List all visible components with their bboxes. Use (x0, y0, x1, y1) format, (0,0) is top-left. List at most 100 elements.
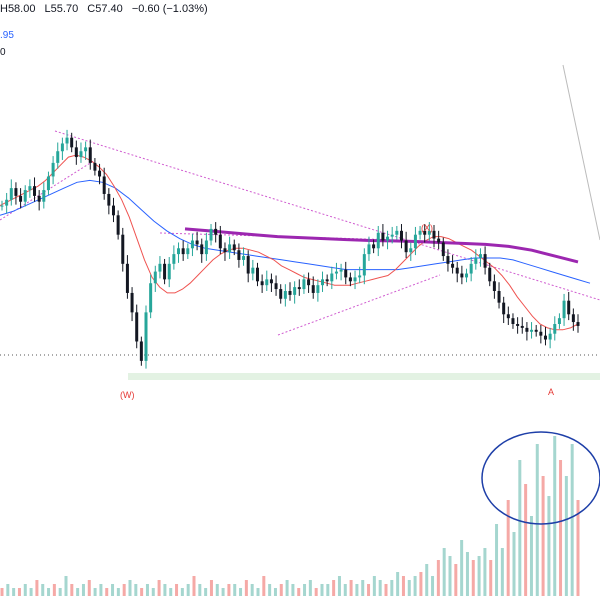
volume-bar (6, 584, 10, 596)
volume-bar (396, 572, 400, 596)
candle-body (483, 254, 487, 268)
volume-bar (413, 576, 417, 596)
candle (548, 327, 552, 349)
volume-bar (140, 588, 144, 596)
candle (293, 281, 297, 304)
volume-bar (163, 584, 167, 596)
volume-bar (303, 584, 307, 596)
candle-body (255, 267, 259, 282)
candle-body (251, 267, 255, 274)
candle (404, 231, 408, 258)
candle-body (348, 277, 352, 282)
volume-bar (134, 584, 138, 596)
candle (144, 305, 148, 369)
candle (469, 257, 473, 282)
volume-bar (436, 560, 440, 596)
volume-bar (87, 580, 91, 596)
candle-body (60, 143, 64, 152)
candle (116, 210, 120, 240)
candle (283, 284, 287, 307)
volume-bar (524, 484, 528, 596)
candle (399, 224, 403, 249)
candle-body (0, 205, 4, 207)
candle (42, 182, 46, 209)
candle-body (362, 254, 366, 276)
volume-bar (431, 576, 435, 596)
candle (200, 238, 204, 263)
volume-bar (180, 588, 184, 596)
candle (483, 246, 487, 275)
volume-bar (570, 444, 574, 596)
candle (418, 225, 422, 240)
candle-body (56, 151, 60, 163)
candle (102, 167, 106, 200)
candle (474, 249, 478, 270)
candle (427, 222, 431, 241)
candle-body (478, 254, 482, 258)
volume-bar (541, 476, 545, 596)
candle (279, 284, 283, 304)
high-value: H58.00 (0, 3, 36, 15)
volume-bar (372, 576, 376, 596)
candle (111, 197, 115, 223)
candle-body (502, 302, 506, 315)
candle-body (28, 186, 32, 191)
candle (167, 257, 171, 288)
volume-bar (326, 584, 330, 596)
candle (70, 132, 74, 153)
candle-body (46, 176, 50, 191)
volume-bar (76, 588, 80, 596)
volume-bar (518, 460, 522, 596)
volume-bar (355, 584, 359, 596)
volume-bars (0, 436, 580, 596)
volume-bar (454, 564, 458, 596)
candle (362, 248, 366, 285)
candle-body (125, 263, 129, 293)
candle-body (228, 244, 232, 253)
candle-body (135, 312, 139, 342)
volume-bar (308, 580, 312, 596)
volume-bar (122, 584, 126, 596)
candle (172, 245, 176, 270)
candle (135, 304, 139, 349)
candle-body (288, 291, 292, 295)
volume-bar (465, 552, 469, 596)
candle (516, 317, 520, 334)
low-value: L55.70 (44, 3, 79, 15)
candle (195, 231, 199, 251)
candle-body (51, 162, 55, 177)
candle-body (223, 248, 227, 253)
candle (413, 226, 417, 256)
volume-bar (250, 584, 254, 596)
candle (14, 182, 18, 205)
volume-bar (233, 584, 237, 596)
volume-bar (186, 584, 190, 596)
candle (330, 266, 334, 290)
candle (125, 255, 129, 299)
candle-body (474, 258, 478, 264)
candle (344, 261, 348, 285)
candle-body (5, 199, 9, 206)
candle-body (88, 147, 92, 163)
volume-bar (128, 580, 132, 596)
candle (190, 233, 194, 257)
volume-bar (401, 576, 405, 596)
volume-bar (169, 588, 173, 596)
candle-body (218, 234, 222, 249)
candle (446, 249, 450, 272)
volume-bar (343, 584, 347, 596)
candle (177, 242, 181, 263)
candle (437, 230, 441, 250)
candle-body (353, 277, 357, 282)
volume-bar (529, 516, 533, 596)
candle-body (386, 236, 390, 241)
volume-bar (209, 580, 213, 596)
candle-body (330, 273, 334, 282)
volume-bar (81, 584, 85, 596)
candle (246, 250, 250, 283)
candle-body (409, 248, 413, 253)
candle (353, 270, 357, 290)
candle-body (399, 230, 403, 241)
volume-bar (64, 576, 68, 596)
